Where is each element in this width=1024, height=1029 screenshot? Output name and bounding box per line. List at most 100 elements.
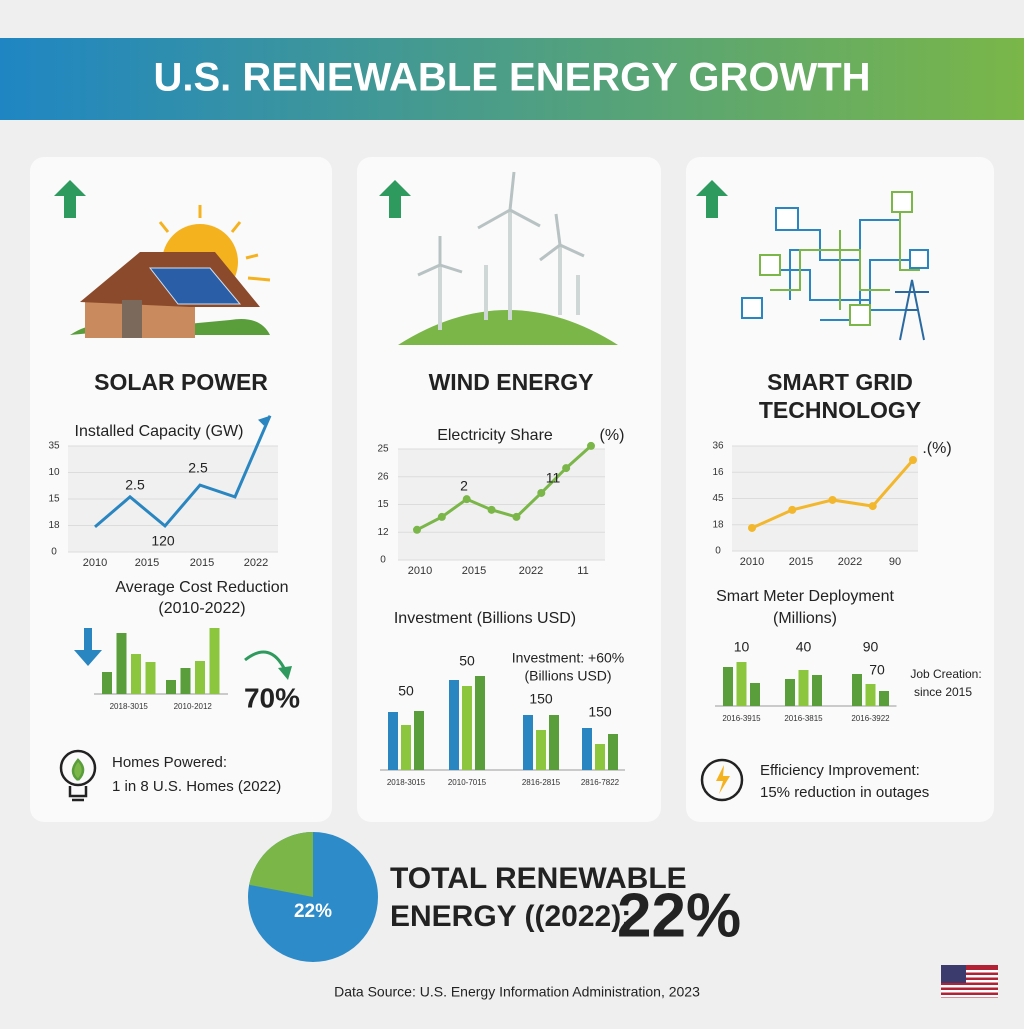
label: ENERGY ((2022): [390, 900, 631, 933]
bar [131, 654, 141, 694]
label: (Billions USD) [524, 668, 611, 684]
label: SMART GRID [767, 369, 913, 395]
label: Job Creation: [910, 667, 981, 681]
header-band [0, 38, 1024, 120]
bar [180, 668, 191, 694]
data-point [909, 456, 917, 464]
x-tick-label: 2015 [789, 556, 813, 568]
data-point [587, 441, 595, 450]
bar [852, 674, 862, 706]
bar-group-label: 2816-2815 [522, 778, 561, 787]
bar [475, 676, 485, 770]
y-tick-label: 15 [377, 499, 389, 510]
content: SOLAR POWER WIND ENERGY SMART GRIDTECHNOLO… [48, 369, 981, 1000]
bar-group-label: 2016-3915 [722, 714, 761, 723]
data-point [537, 488, 546, 497]
data-point [788, 505, 797, 514]
y-tick-label: 0 [380, 555, 386, 566]
x-tick-label: 2015 [135, 557, 159, 569]
bar [812, 675, 822, 706]
bar [536, 730, 546, 770]
label: TOTAL RENEWABLE [390, 862, 687, 895]
label: Data Source: U.S. Energy Information Adm… [334, 984, 700, 1000]
up-arrows [54, 180, 728, 218]
label: 1 in 8 U.S. Homes (2022) [112, 778, 281, 795]
bar-annotation: 40 [796, 639, 812, 655]
bar-group-label: 2016-3922 [851, 714, 890, 723]
y-tick-label: 45 [712, 493, 724, 504]
bar-annotation: 150 [588, 704, 612, 720]
bar [723, 667, 733, 706]
y-tick-label: 0 [715, 546, 721, 557]
solar-icon [70, 205, 271, 338]
bar [736, 662, 747, 706]
efficiency-icon [700, 758, 744, 802]
label: Installed Capacity (GW) [75, 423, 244, 440]
bar [449, 680, 459, 770]
y-tick-label: 0 [51, 547, 57, 558]
bar [879, 691, 889, 706]
data-line [94, 415, 272, 529]
y-tick-label: 15 [48, 494, 60, 505]
bar-group-label: 2010-2012 [174, 702, 213, 711]
x-tick-label: 2022 [519, 565, 543, 577]
label: since 2015 [914, 685, 972, 699]
x-tick-label: 90 [889, 556, 901, 568]
label: .(%) [922, 440, 951, 457]
y-tick-label: 10 [48, 467, 60, 478]
x-tick-label: 2015 [462, 565, 486, 577]
bar [145, 662, 156, 694]
label: SOLAR POWER [94, 369, 268, 395]
flag [941, 965, 998, 998]
y-tick-label: 26 [377, 471, 389, 482]
bar [102, 672, 112, 694]
bar-group-label: 2816-7822 [581, 778, 620, 787]
data-point [487, 505, 496, 514]
label: 15% reduction in outages [760, 784, 929, 801]
bar-annotation: 50 [398, 683, 414, 699]
data-point [512, 512, 521, 521]
bar [750, 683, 760, 706]
bar-annotation: 10 [734, 639, 750, 655]
label: Homes Powered: [112, 754, 227, 771]
label: 2.5 [125, 477, 145, 493]
data-point [868, 502, 877, 511]
bulb-icon [59, 749, 97, 802]
y-tick-label: 12 [377, 527, 389, 538]
label: 70% [244, 682, 300, 713]
arrow-head [258, 415, 270, 426]
label: Investment: +60% [512, 650, 624, 666]
title: U.S. RENEWABLE ENERGY GROWTH [153, 56, 870, 100]
bar [209, 628, 220, 694]
y-tick-label: 35 [48, 441, 60, 452]
data-point [748, 523, 756, 532]
x-tick-label: 11 [577, 565, 588, 577]
label: (Millions) [773, 610, 837, 627]
bar-annotation: 90 [863, 639, 879, 655]
bar [166, 680, 176, 694]
label: 2.5 [188, 460, 208, 476]
bar [462, 686, 472, 770]
bar [785, 679, 795, 706]
cost-arrows [74, 628, 292, 680]
x-tick-label: 2022 [838, 556, 862, 568]
label: TECHNOLOGY [759, 397, 921, 423]
bar-group-label: 2018-3015 [110, 702, 149, 711]
label: 70 [869, 662, 885, 678]
bar [388, 712, 398, 770]
label: (2010-2022) [158, 600, 245, 617]
label: Average Cost Reduction [115, 579, 288, 596]
bar-group-label: 2010-7015 [448, 778, 487, 787]
y-tick-label: 18 [712, 519, 724, 530]
label: Efficiency Improvement: [760, 762, 920, 779]
label: 22% [617, 881, 741, 950]
data-point [828, 495, 837, 504]
y-tick-label: 18 [48, 520, 60, 531]
data-line [416, 444, 592, 532]
bar [798, 670, 809, 706]
label: Electricity Share [437, 427, 553, 444]
label: WIND ENERGY [429, 369, 594, 395]
bar [582, 728, 592, 770]
bar [116, 633, 127, 694]
